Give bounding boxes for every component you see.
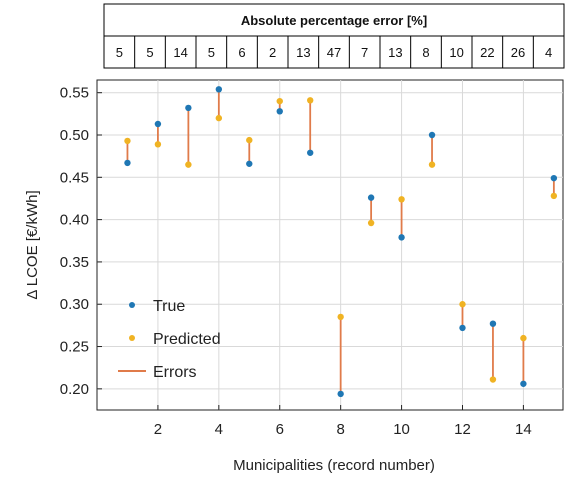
predicted-point <box>428 161 436 168</box>
predicted-point <box>367 219 375 227</box>
error-lines <box>126 89 555 394</box>
legend-true-label: True <box>153 298 185 315</box>
error-table-value: 7 <box>361 45 368 60</box>
predicted-point <box>520 334 527 342</box>
legend-true-marker <box>129 302 135 308</box>
error-table-value: 47 <box>327 45 341 60</box>
y-axis-label: Δ LCOE [€/kWh] <box>24 190 41 299</box>
predicted-point <box>489 376 497 383</box>
true-point <box>337 390 344 398</box>
y-tick-label: 0.55 <box>60 85 89 102</box>
predicted-point <box>459 301 466 308</box>
true-point <box>459 324 466 332</box>
legend-predicted-marker <box>129 335 135 341</box>
true-point <box>428 131 436 139</box>
error-table-value: 8 <box>422 45 429 60</box>
error-table-value: 5 <box>116 45 123 60</box>
error-table-value: 26 <box>511 45 525 60</box>
y-tick-label: 0.20 <box>60 381 89 398</box>
legend: True Predicted Errors <box>118 298 221 381</box>
y-axis-ticks: 0.20 0.25 0.30 0.35 0.40 0.45 0.50 0.55 <box>60 85 102 398</box>
error-table-value: 5 <box>208 45 215 60</box>
predicted-point <box>398 196 405 203</box>
y-tick-label: 0.30 <box>60 296 89 313</box>
y-tick-label: 0.50 <box>60 127 89 144</box>
x-tick-label: 12 <box>454 421 471 438</box>
true-point <box>246 160 253 167</box>
true-point <box>489 320 497 327</box>
predicted-point <box>185 161 192 168</box>
error-table-value: 10 <box>449 45 463 60</box>
predicted-point <box>215 114 223 122</box>
error-table-value: 6 <box>238 45 245 60</box>
y-tick-label: 0.40 <box>60 212 89 229</box>
error-table-value: 13 <box>296 45 310 60</box>
true-point <box>550 174 558 182</box>
predicted-point <box>307 97 314 104</box>
true-point <box>276 108 283 115</box>
predicted-point <box>124 137 131 145</box>
y-tick-label: 0.45 <box>60 169 89 186</box>
legend-predicted-label: Predicted <box>153 331 221 348</box>
x-tick-label: 8 <box>336 421 344 438</box>
x-tick-label: 14 <box>515 421 532 438</box>
error-table-value: 5 <box>146 45 153 60</box>
x-tick-label: 10 <box>393 421 410 438</box>
true-point <box>398 234 405 241</box>
predicted-point <box>550 192 558 200</box>
y-tick-label: 0.25 <box>60 339 89 356</box>
error-table: Absolute percentage error [%] 5 5 14 5 6 2 13 4… <box>103 3 565 69</box>
x-axis-label: Municipalities (record number) <box>233 457 435 474</box>
error-table-title: Absolute percentage error [%] <box>241 13 427 28</box>
true-point <box>367 194 375 201</box>
error-table-value: 2 <box>269 45 276 60</box>
x-tick-label: 2 <box>154 421 162 438</box>
x-axis-ticks: 2 4 6 8 10 12 14 <box>154 405 532 438</box>
true-point <box>185 104 192 112</box>
predicted-point <box>337 313 344 321</box>
predicted-point <box>154 141 162 148</box>
predicted-point <box>246 136 253 144</box>
x-tick-label: 6 <box>276 421 284 438</box>
true-point <box>520 380 527 387</box>
error-table-value: 14 <box>173 45 187 60</box>
error-table-value: 4 <box>545 45 552 60</box>
error-table-value: 13 <box>388 45 402 60</box>
true-point <box>215 86 223 93</box>
predicted-point <box>276 97 283 105</box>
true-point <box>307 149 314 156</box>
x-tick-label: 4 <box>215 421 223 438</box>
legend-errors-label: Errors <box>153 364 197 381</box>
true-point <box>154 120 162 128</box>
data-points <box>124 86 558 398</box>
plot-area: 2 4 6 8 10 12 14 0.200.250.300.350.400.450.500… <box>60 79 564 438</box>
true-point <box>124 159 131 167</box>
error-table-value: 22 <box>480 45 494 60</box>
error-table-cells: 5 5 14 5 6 2 13 47 7 13 8 10 22 26 4 <box>116 36 552 68</box>
y-tick-label: 0.35 <box>60 254 89 271</box>
